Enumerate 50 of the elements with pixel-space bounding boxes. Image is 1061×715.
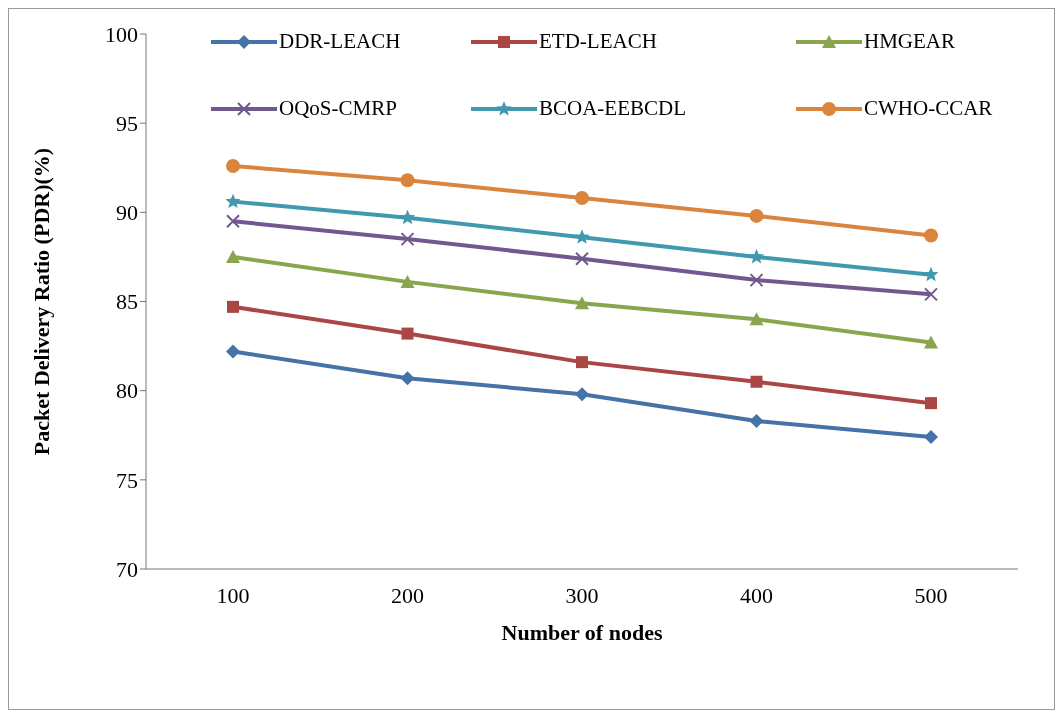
point: [226, 344, 240, 359]
point: [924, 287, 938, 302]
point: [576, 356, 588, 369]
point: [226, 249, 240, 263]
y-tick-label: 70: [116, 556, 138, 582]
point: [401, 327, 414, 340]
point: [749, 413, 764, 428]
point: [575, 296, 589, 310]
point: [400, 173, 415, 188]
legend-label: BCOA-EEBCDL: [539, 96, 686, 121]
legend-label: CWHO-CCAR: [864, 96, 993, 121]
point: [749, 208, 764, 223]
x-axis-title: Number of nodes: [501, 619, 663, 645]
point: [750, 375, 763, 388]
y-tick-label: 75: [116, 467, 138, 493]
y-axis-title: Packet Delivery Ratio (PDR)(%): [28, 147, 54, 456]
point: [923, 266, 939, 282]
legend-label: HMGEAR: [864, 29, 956, 54]
point: [575, 191, 589, 206]
point: [925, 397, 937, 410]
y-tick-label: 90: [116, 200, 138, 226]
point: [924, 430, 938, 445]
y-tick-label: 85: [116, 289, 138, 315]
legend-label: DDR-LEACH: [279, 29, 401, 54]
y-tick-label: 100: [105, 21, 138, 47]
point: [226, 214, 240, 229]
point: [924, 228, 938, 243]
point: [574, 229, 590, 244]
point: [225, 193, 241, 209]
point: [226, 158, 240, 173]
point: [748, 248, 765, 264]
point: [400, 274, 415, 288]
point: [227, 300, 239, 313]
x-tick-label: 500: [914, 582, 948, 608]
point: [400, 371, 415, 386]
legend-label: ETD-LEACH: [539, 29, 657, 54]
x-tick-label: 200: [391, 582, 424, 608]
y-tick-label: 95: [116, 110, 138, 136]
point: [400, 232, 415, 247]
point: [749, 312, 764, 326]
y-tick-label: 80: [116, 378, 138, 404]
x-tick-label: 100: [216, 582, 250, 608]
point: [924, 335, 938, 349]
point: [399, 209, 416, 225]
x-tick-label: 400: [740, 582, 773, 608]
x-tick-label: 300: [565, 582, 599, 608]
legend-label: OQoS-CMRP: [279, 96, 397, 121]
point: [575, 387, 589, 402]
point: [749, 273, 764, 288]
point: [575, 251, 589, 266]
